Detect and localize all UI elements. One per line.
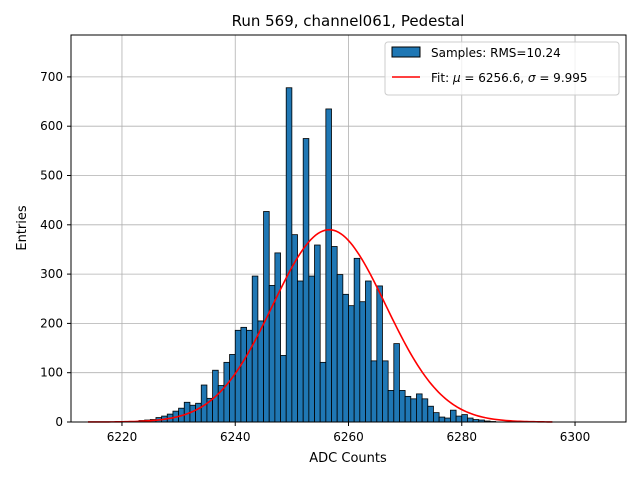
histogram-bar	[376, 285, 383, 423]
legend-fit-label: Fit: μ = 6256.6, σ = 9.995	[431, 71, 588, 85]
histogram-bar	[257, 320, 264, 423]
histogram-bar	[421, 398, 429, 423]
legend-histogram-label: Samples: RMS=10.24	[431, 46, 561, 60]
histogram-bar	[274, 252, 281, 423]
y-tick-label: 500	[40, 169, 63, 183]
histogram-bar	[280, 355, 287, 423]
histogram-bar	[359, 301, 366, 423]
fit-curve	[87, 228, 553, 423]
x-axis-label: ADC Counts	[309, 451, 387, 466]
plot-frame	[70, 34, 627, 423]
histogram-bar	[404, 395, 412, 423]
y-tick-label: 300	[40, 267, 63, 281]
histogram-bar	[331, 246, 338, 423]
histogram-bar	[427, 405, 434, 423]
histogram-bar	[234, 329, 242, 423]
y-axis-label: Entries	[15, 205, 30, 251]
legend-histogram-swatch	[391, 46, 421, 58]
histogram-bar	[433, 412, 440, 423]
x-tick-label: 6300	[560, 430, 591, 444]
histogram-bar	[240, 326, 247, 423]
y-tick-label: 400	[40, 218, 63, 232]
y-tick-label: 100	[40, 366, 63, 380]
histogram-bar	[444, 417, 451, 423]
y-tick-label: 600	[40, 119, 63, 133]
y-tick-label: 700	[40, 70, 63, 84]
y-tick-label: 0	[55, 415, 63, 429]
histogram-bar	[387, 390, 395, 423]
x-tick-label: 6240	[220, 430, 251, 444]
grid-lines	[71, 35, 626, 423]
x-tick-label: 6280	[446, 430, 477, 444]
histogram-bar	[370, 360, 378, 423]
histogram-bar	[461, 414, 468, 423]
legend: Samples: RMS=10.24 Fit: μ = 6256.6, σ = …	[384, 41, 620, 96]
histogram-bar	[399, 390, 406, 423]
histogram-bar	[455, 415, 463, 423]
histogram-bar	[246, 329, 253, 423]
histogram-bar	[325, 108, 332, 423]
legend-fit-prefix: Fit:	[431, 71, 453, 85]
histogram-bar	[319, 361, 327, 423]
y-tick-label: 200	[40, 316, 63, 330]
legend-fit-sigma-symbol: σ	[528, 71, 536, 85]
histogram-bar	[353, 257, 361, 423]
histogram-bar	[416, 393, 423, 423]
histogram-bar	[189, 404, 196, 423]
y-axis-ticks: 0 100 200 300 400 500 600 700	[40, 70, 71, 429]
histogram-bar	[382, 360, 389, 423]
histogram-bar	[223, 361, 230, 423]
fit-curve-layer	[87, 228, 553, 423]
histogram-bar	[229, 354, 236, 423]
legend-fit-mu-value: = 6256.6,	[461, 71, 528, 85]
histogram-bar	[438, 416, 446, 423]
histogram-bar	[195, 402, 202, 423]
histogram-bar	[450, 409, 457, 423]
histogram-bar	[336, 274, 344, 423]
legend-fit-mu-symbol: μ	[452, 71, 461, 85]
x-axis-ticks: 6220 6240 6260 6280 6300	[107, 422, 591, 444]
histogram-bar	[302, 138, 310, 423]
histogram-bar	[251, 275, 259, 423]
x-tick-label: 6260	[333, 430, 364, 444]
histogram-bar	[342, 293, 349, 423]
histogram-bar	[308, 275, 315, 423]
histogram-bar	[365, 280, 372, 423]
chart-title: Run 569, channel061, Pedestal	[232, 12, 465, 30]
histogram-bar	[297, 280, 304, 423]
histogram-bar	[467, 417, 474, 423]
histogram-bar	[183, 401, 191, 423]
histogram-bar	[348, 305, 355, 423]
histogram-bar	[410, 398, 417, 423]
x-tick-label: 6220	[107, 430, 138, 444]
legend-box	[384, 41, 620, 96]
histogram-bar	[314, 244, 321, 423]
histogram-bar	[393, 343, 400, 423]
legend-fit-sigma-value: = 9.995	[536, 71, 588, 85]
histogram-bar	[285, 87, 293, 423]
